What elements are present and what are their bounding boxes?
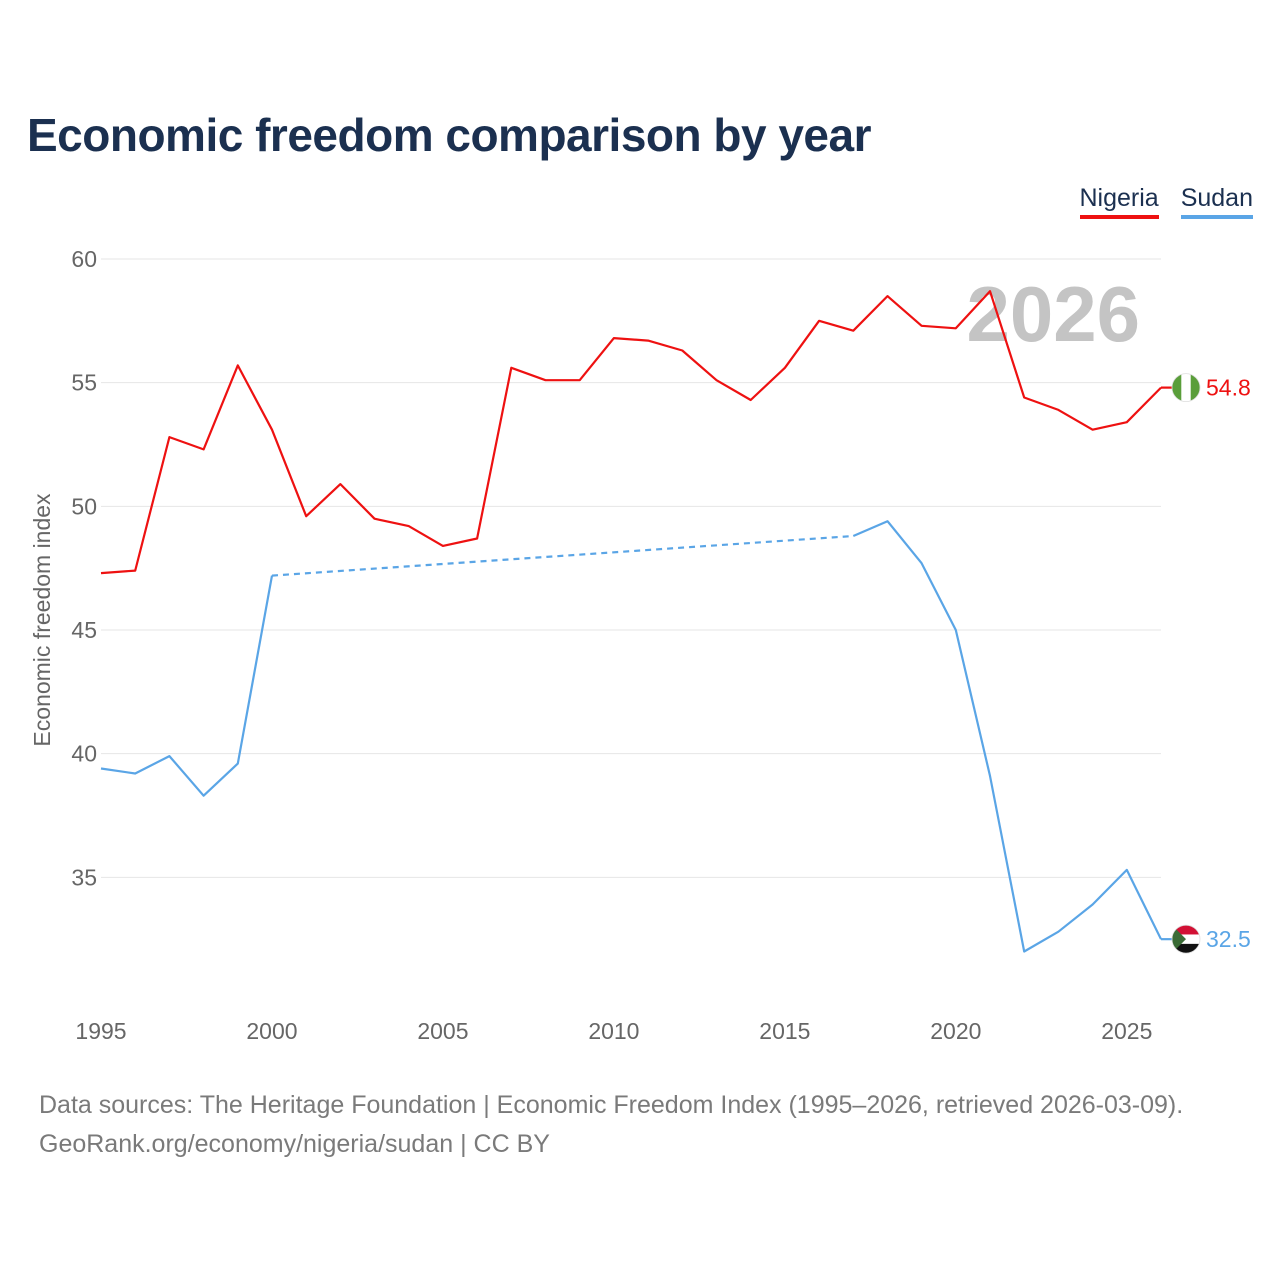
x-tick-label: 1995 [75, 1018, 126, 1044]
y-axis-label: Economic freedom index [29, 493, 55, 747]
x-tick-label: 2005 [417, 1018, 468, 1044]
x-tick-label: 2015 [759, 1018, 810, 1044]
x-tick-label: 2020 [930, 1018, 981, 1044]
y-tick-label: 50 [71, 493, 97, 519]
sudan-line-segment [100, 575, 274, 797]
sudan-flag [1171, 924, 1201, 954]
x-tick-label: 2025 [1101, 1018, 1152, 1044]
series-sudan [100, 520, 1162, 953]
sudan-line-segment [852, 520, 1162, 953]
y-tick-label: 60 [71, 246, 97, 272]
y-tick-label: 40 [71, 741, 97, 767]
series [100, 290, 1162, 953]
y-tick-label: 35 [71, 864, 97, 890]
legend-nigeria[interactable]: Nigeria [1079, 184, 1159, 219]
x-tick-label: 2010 [588, 1018, 639, 1044]
footer-sources: Data sources: The Heritage Foundation | … [39, 1091, 1184, 1119]
x-tick-label: 2000 [246, 1018, 297, 1044]
nigeria-end-label: 54.8 [1206, 375, 1251, 401]
gridlines [101, 258, 1161, 878]
chart-title: Economic freedom comparison by year [27, 109, 872, 161]
end-markers: 54.8 32.5 [1161, 373, 1251, 954]
legend-sudan[interactable]: Sudan [1180, 184, 1253, 219]
year-watermark: 2026 [966, 270, 1140, 358]
footer-credit: GeoRank.org/economy/nigeria/sudan | CC B… [39, 1130, 550, 1158]
nigeria-line-segment [100, 290, 1162, 575]
axes: 35 40 45 50 55 60 1995 2000 2005 2010 2015 2020 2025 [71, 246, 1152, 1044]
sudan-line-gap [271, 534, 854, 577]
nigeria-flag [1171, 373, 1201, 403]
sudan-end-label: 32.5 [1206, 926, 1251, 952]
legend: Nigeria Sudan [1079, 184, 1253, 219]
y-tick-label: 55 [71, 370, 97, 396]
y-tick-label: 45 [71, 617, 97, 643]
series-nigeria [100, 290, 1162, 575]
source-note: Data sources: The Heritage Foundation | … [39, 1086, 1183, 1164]
